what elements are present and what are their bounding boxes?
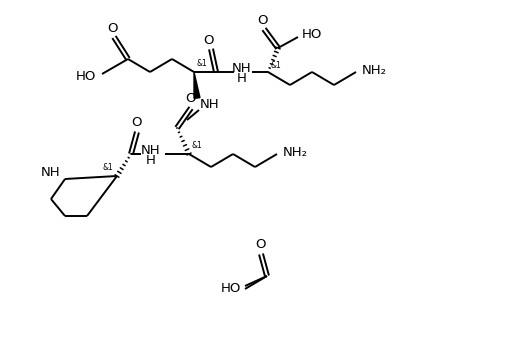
Text: NH₂: NH₂ — [282, 146, 307, 159]
Text: &1: &1 — [197, 60, 207, 68]
Text: NH: NH — [200, 99, 220, 112]
Text: O: O — [107, 21, 117, 34]
Text: O: O — [257, 13, 267, 26]
Text: &1: &1 — [271, 60, 281, 69]
Text: NH₂: NH₂ — [362, 64, 387, 77]
Text: O: O — [132, 117, 142, 130]
Text: O: O — [204, 33, 214, 46]
Text: O: O — [185, 93, 195, 106]
Text: H: H — [237, 73, 247, 86]
Text: HO: HO — [221, 283, 241, 296]
Text: NH: NH — [41, 166, 61, 179]
Text: NH: NH — [141, 145, 161, 158]
Text: HO: HO — [302, 27, 322, 40]
Text: O: O — [255, 238, 265, 252]
Polygon shape — [194, 72, 200, 98]
Text: H: H — [146, 154, 156, 167]
Text: HO: HO — [76, 71, 96, 84]
Text: &1: &1 — [103, 164, 113, 172]
Text: NH: NH — [232, 62, 252, 75]
Text: &1: &1 — [192, 141, 202, 151]
